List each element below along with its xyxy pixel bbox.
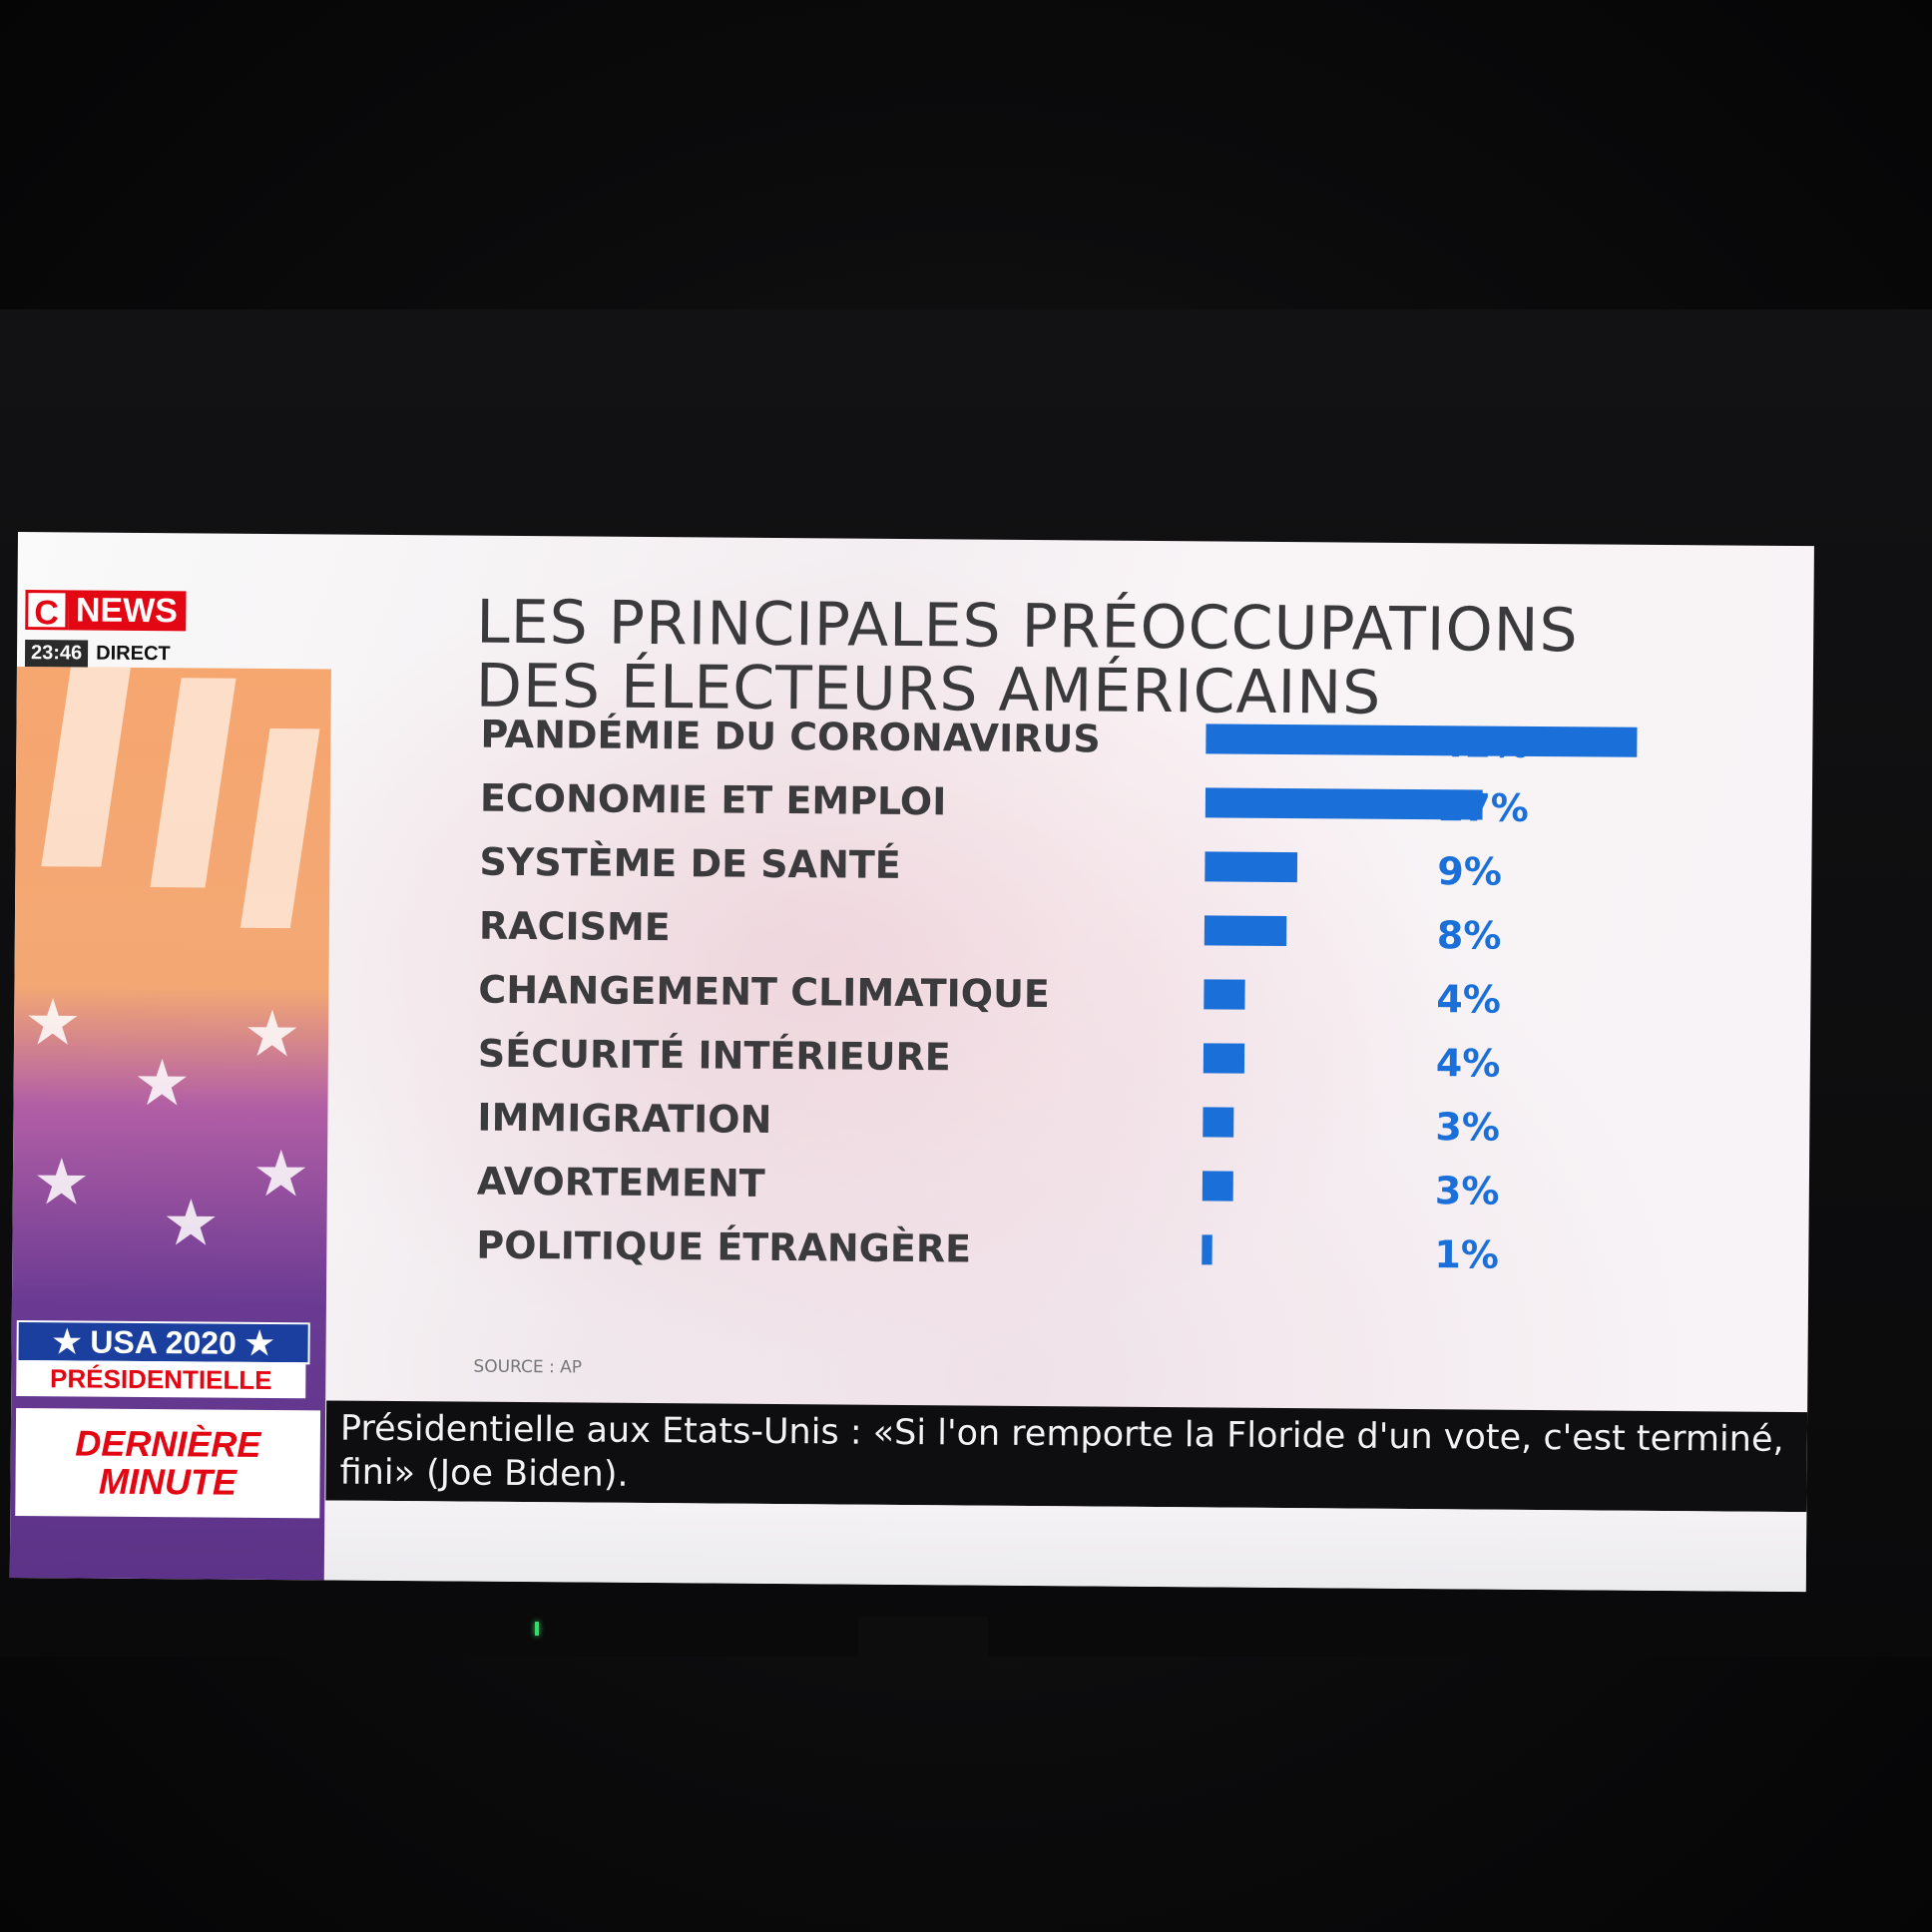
category-label: PANDÉMIE DU CORONAVIRUS [480,713,1101,761]
category-label: CHANGEMENT CLIMATIQUE [478,968,1050,1016]
bar [1204,915,1287,946]
power-led-icon [535,1622,539,1636]
bar [1203,1107,1234,1138]
value-label: 8% [1437,913,1502,958]
value-label: 3% [1435,1105,1500,1150]
chart-source: SOURCE : AP [473,1356,583,1378]
bar [1204,979,1245,1010]
value-label: 4% [1436,1041,1501,1086]
news-ticker: Présidentielle aux Etats-Unis : «Si l'on… [325,1400,1808,1513]
category-label: IMMIGRATION [477,1096,771,1142]
category-label: POLITIQUE ÉTRANGÈRE [476,1223,971,1271]
value-label: 9% [1437,849,1502,894]
category-label: ECONOMIE ET EMPLOI [480,776,947,824]
value-label: 42% [1438,722,1529,766]
bar [1205,787,1483,820]
usa-2020-badge: ★ USA 2020 ★ [16,1320,310,1365]
screen-bottom-band [324,1500,1807,1593]
category-label: AVORTEMENT [477,1160,765,1206]
presidentielle-badge: PRÉSIDENTIELLE [16,1360,306,1399]
value-label: 27% [1438,785,1529,830]
minute-label: MINUTE [98,1460,238,1503]
bar [1202,1171,1233,1202]
value-label: 1% [1434,1232,1499,1277]
bar [1202,1234,1212,1265]
value-label: 4% [1436,977,1501,1022]
derniere-label: DERNIÈRE [75,1422,261,1465]
category-label: RACISME [479,904,671,950]
derniere-minute-badge: DERNIÈRE MINUTE [15,1408,321,1519]
bar-chart: PANDÉMIE DU CORONAVIRUS 42% ECONOMIE ET EM… [476,713,1638,1277]
tv-stand [858,1617,988,1677]
value-label: 3% [1435,1169,1500,1213]
tv-screen: ★ ★ ★ ★ ★ ★ C NEWS 23:46 DIRECT LES PRIN… [9,532,1814,1593]
category-label: SYSTÈME DE SANTÉ [479,840,901,887]
bar [1203,1043,1245,1074]
bar [1205,851,1298,883]
bar [1206,724,1638,757]
category-label: SÉCURITÉ INTÉRIEURE [478,1032,951,1080]
